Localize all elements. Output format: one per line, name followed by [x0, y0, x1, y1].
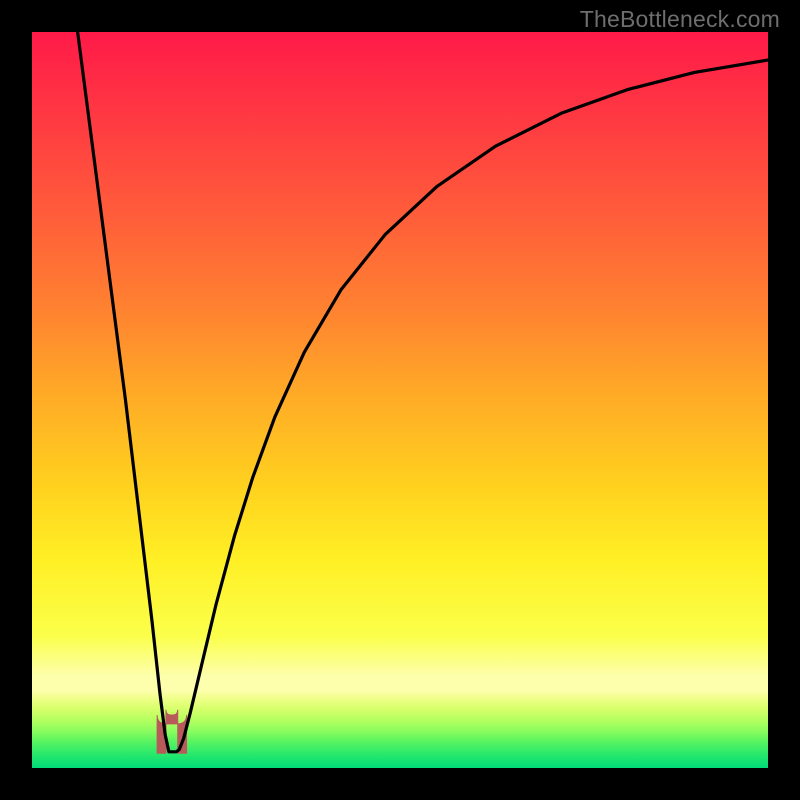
plot-svg: [32, 32, 768, 768]
watermark-text: TheBottleneck.com: [580, 6, 780, 33]
chart-root: TheBottleneck.com: [0, 0, 800, 800]
plot-area: [32, 32, 768, 768]
plot-background: [32, 32, 768, 768]
